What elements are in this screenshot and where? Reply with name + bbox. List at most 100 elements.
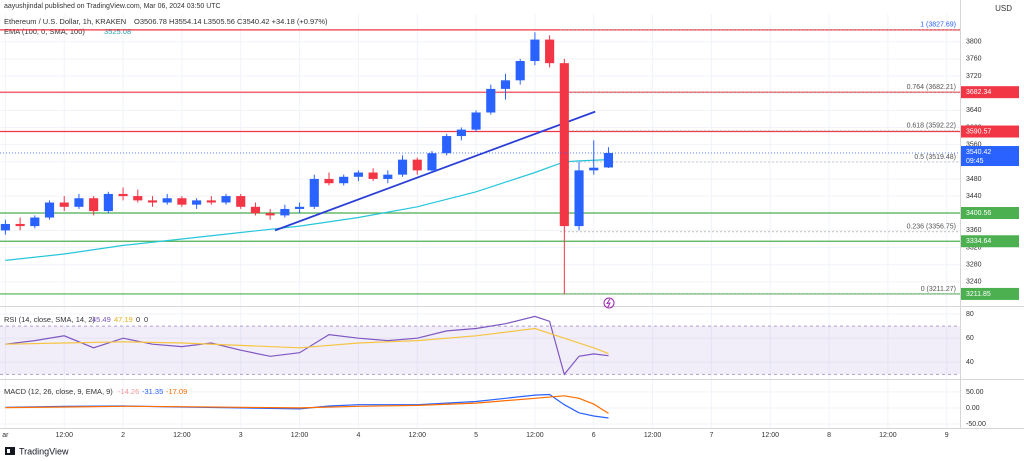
- rsi-ma-value: 47.19: [114, 315, 133, 324]
- level-badge-label: 3334.64: [966, 238, 991, 245]
- y-tick-label: 3760: [966, 56, 982, 63]
- candle-body: [545, 39, 555, 64]
- candle-body: [0, 223, 10, 231]
- rsi-extra: 0: [144, 315, 148, 324]
- fib-label: 1 (3827.69): [920, 22, 956, 29]
- candle-body: [133, 196, 143, 201]
- candle-body: [15, 223, 25, 227]
- last-price-badge: [961, 146, 1019, 167]
- level-badge: [961, 287, 1019, 300]
- brand-logo: [5, 447, 15, 455]
- x-tick-label: 12:00: [879, 432, 897, 439]
- candle-body: [206, 200, 216, 203]
- series-line: [5, 315, 609, 376]
- candle-body: [559, 63, 569, 227]
- candle-body: [530, 39, 540, 62]
- x-tick-label: ar: [2, 432, 9, 439]
- x-tick-label: 12:00: [291, 432, 309, 439]
- candle-body: [89, 198, 99, 212]
- rsi-value: 45.49: [92, 315, 111, 324]
- y-tick-label: 0.00: [966, 405, 980, 412]
- candle-body: [103, 193, 113, 212]
- x-tick-label: 2: [121, 432, 125, 439]
- series-line: [5, 395, 609, 414]
- candle-body: [177, 198, 187, 205]
- y-tick-label: 3440: [966, 193, 982, 200]
- x-tick-label: 8: [827, 432, 831, 439]
- candle-body: [383, 174, 393, 179]
- symbol-title: Ethereum / U.S. Dollar, 1h, KRAKEN: [4, 17, 126, 26]
- y-tick-label: 60: [966, 335, 974, 342]
- x-tick-label: 9: [945, 432, 949, 439]
- y-tick-label: 3360: [966, 227, 982, 234]
- candle-body: [236, 196, 246, 207]
- countdown: 09:45: [966, 158, 984, 165]
- candle-body: [192, 200, 202, 205]
- candle-body: [324, 178, 334, 184]
- currency: USD: [995, 4, 1012, 13]
- y-tick-label: 80: [966, 311, 974, 318]
- candle-body: [44, 202, 55, 218]
- level-badge-label: 3682.34: [966, 89, 991, 96]
- level-badge: [961, 86, 1019, 99]
- macd-hist-value: -14.26: [118, 387, 139, 396]
- x-tick-label: 12:00: [526, 432, 544, 439]
- candle-body: [515, 61, 525, 81]
- candle-body: [221, 196, 231, 203]
- y-tick-label: 3560: [966, 141, 982, 148]
- y-tick-label: 3720: [966, 73, 982, 80]
- candle-body: [500, 80, 511, 89]
- candle-body: [353, 172, 363, 177]
- x-tick-label: 12:00: [173, 432, 191, 439]
- candle-body: [456, 129, 466, 137]
- candle-body: [147, 200, 158, 203]
- candle-body: [162, 198, 172, 203]
- y-tick-label: -50.00: [966, 421, 986, 428]
- fib-label: 0.236 (3356.75): [907, 224, 956, 231]
- candle-body: [280, 208, 290, 216]
- y-tick-label: 3320: [966, 244, 982, 251]
- y-tick-label: 3240: [966, 279, 982, 286]
- x-tick-label: 12:00: [408, 432, 426, 439]
- x-tick-label: 12:00: [644, 432, 662, 439]
- macd-value: -31.35: [142, 387, 163, 396]
- ema-legend: EMA (100, 0, SMA, 100): [4, 27, 85, 36]
- candle-body: [368, 172, 378, 179]
- signal-value: -17.09: [166, 387, 187, 396]
- level-badge-label: 3211.85: [966, 291, 991, 298]
- ema-value: 3525.08: [104, 27, 131, 36]
- brand: TradingView: [19, 446, 69, 456]
- fib-label: 0 (3211.27): [921, 286, 956, 293]
- level-badge: [961, 206, 1019, 219]
- y-tick-label: 40: [966, 359, 974, 366]
- candle-body: [59, 202, 69, 207]
- y-tick-label: 3640: [966, 107, 982, 114]
- candle-body: [574, 170, 584, 227]
- level-badge: [961, 235, 1019, 248]
- x-tick-label: 5: [474, 432, 478, 439]
- candle-body: [309, 178, 319, 207]
- macd-title: MACD (12, 26, close, 9, EMA, 9): [4, 387, 113, 396]
- y-tick-label: 50.00: [966, 389, 984, 396]
- level-badge-label: 3400.56: [966, 210, 991, 217]
- candle-body: [471, 112, 481, 130]
- x-tick-label: 3: [239, 432, 243, 439]
- candle-body: [589, 167, 599, 171]
- ohlc: O3506.78 H3554.14 L3505.56 C3540.42 +34.…: [134, 17, 328, 26]
- level-badge: [961, 125, 1019, 138]
- candle-body: [265, 213, 275, 216]
- level-badge-label: 3590.57: [966, 128, 991, 135]
- candle-body: [412, 159, 422, 171]
- alert-icon: [603, 297, 615, 309]
- rsi-band: [0, 326, 960, 375]
- x-tick-label: 12:00: [761, 432, 779, 439]
- x-tick-label: 4: [356, 432, 360, 439]
- fib-label: 0.5 (3519.48): [914, 154, 956, 161]
- series-line: [5, 327, 609, 355]
- rsi-title: RSI (14, close, SMA, 14, 2): [4, 315, 95, 324]
- candle-body: [427, 153, 437, 171]
- candle-body: [339, 176, 349, 184]
- last-price-label: 3540.42: [966, 149, 991, 156]
- candle-body: [397, 159, 408, 175]
